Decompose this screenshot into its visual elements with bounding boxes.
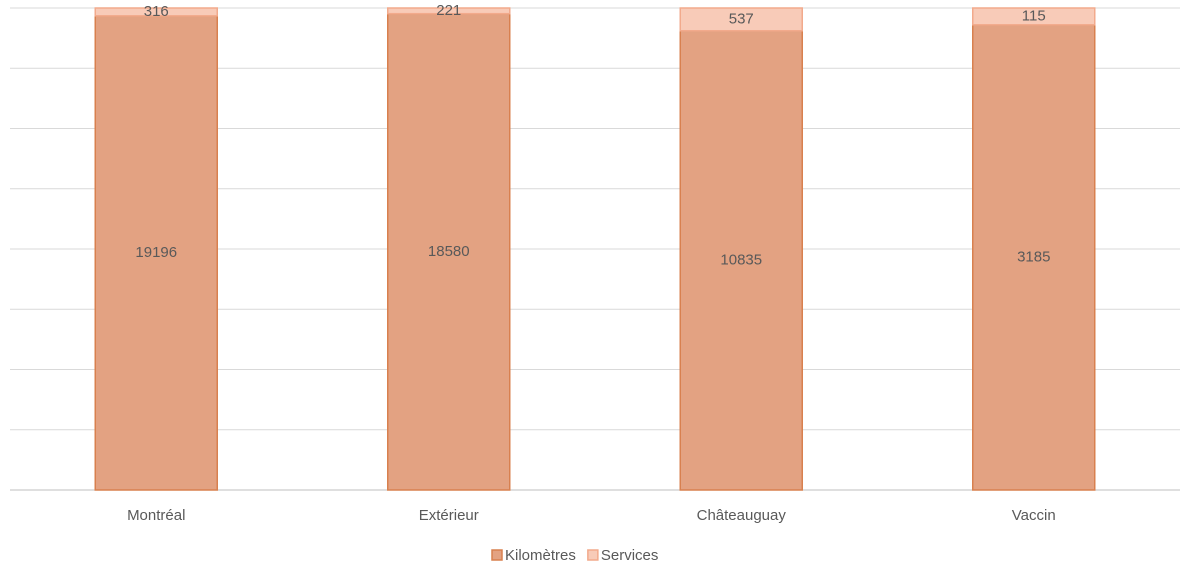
bar-segment: [94, 15, 218, 491]
data-label: 18580: [428, 243, 470, 260]
x-tick-label: Montréal: [127, 507, 185, 524]
x-tick-label: Vaccin: [1012, 507, 1056, 524]
bar-segment: [679, 30, 803, 491]
bar-segment: [387, 7, 511, 15]
data-label: 3185: [1017, 248, 1050, 265]
legend-label: Kilomètres: [505, 547, 576, 564]
data-label: 10835: [720, 251, 762, 268]
legend-label: Services: [601, 547, 659, 564]
x-tick-label: Châteauguay: [697, 507, 787, 524]
bar-segment: [972, 7, 1096, 26]
bar-segment: [972, 24, 1096, 491]
bar-segment: [387, 12, 511, 491]
data-label: 221: [436, 2, 461, 19]
data-label: 19196: [135, 244, 177, 261]
legend-swatch: [491, 549, 503, 561]
data-label: 537: [729, 10, 754, 27]
bar-segment: [94, 7, 218, 17]
data-label: 115: [1022, 7, 1046, 24]
bar-segment: [679, 7, 803, 32]
legend-swatch: [587, 549, 599, 561]
x-tick-label: Extérieur: [419, 507, 479, 524]
data-label: 316: [144, 3, 169, 20]
